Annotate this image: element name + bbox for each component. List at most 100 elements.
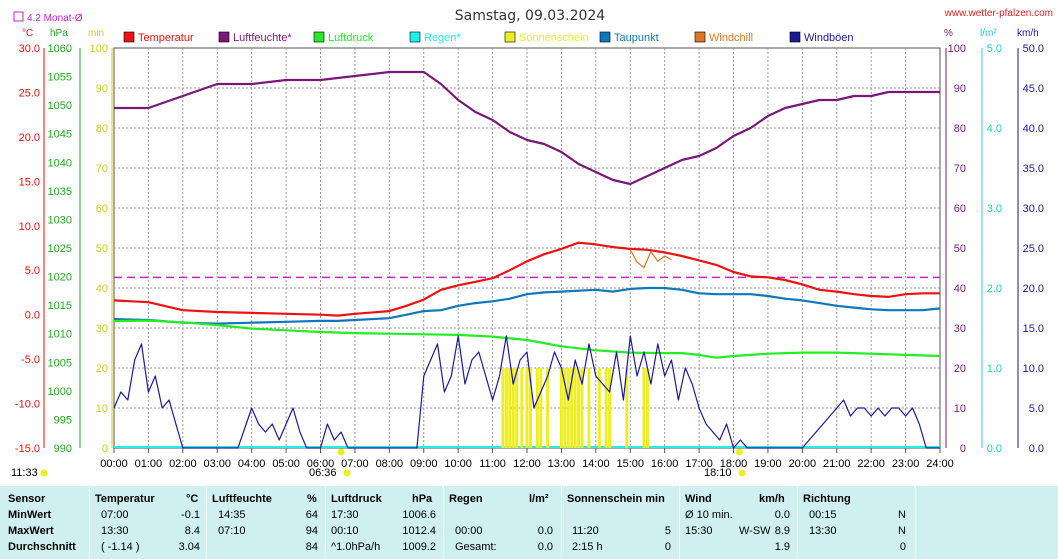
sunset-icon — [738, 469, 746, 477]
sunshine-bar — [645, 368, 649, 448]
tick-label-wind_kmh: 40.0 — [1023, 123, 1044, 135]
tick-label-sun_min: 40 — [96, 283, 108, 295]
hdr-regen: Regen — [449, 493, 483, 505]
tick-label-sun_min: 80 — [96, 123, 108, 135]
sunshine-bar — [511, 368, 515, 448]
x-tick-label: 18:00 — [720, 458, 748, 470]
cell-label: MaxWert — [8, 525, 54, 537]
x-tick-label: 08:00 — [376, 458, 404, 470]
series-temperatur — [113, 241, 940, 317]
tick-label-sun_min: 0 — [102, 443, 108, 455]
sunrise-icon — [343, 469, 351, 477]
weather-chart: Samstag, 09.03.2024 www.wetter-pfalzen.c… — [11, 8, 1053, 479]
website-link[interactable]: www.wetter-pfalzen.com — [944, 8, 1053, 19]
tick-label-rain_lm2: 5.0 — [987, 43, 1002, 55]
sunshine-bar — [508, 368, 512, 448]
cell-press-val: 1006.6 — [402, 509, 436, 521]
col-divider — [797, 486, 798, 559]
sunshine-bar — [501, 368, 505, 448]
sunshine-bar — [559, 368, 563, 448]
cell-press-time: ^1.0hPa/h — [331, 541, 381, 553]
tick-label-wind_kmh: 0.0 — [1029, 443, 1044, 455]
cell-hum-val: 64 — [305, 509, 318, 521]
series-layer — [113, 70, 941, 449]
x-tick-label: 07:00 — [341, 458, 369, 470]
tick-label-sun_min: 10 — [96, 403, 108, 415]
cell-dir-val: N — [898, 509, 906, 521]
tick-label-humidity_pct: 0 — [960, 443, 966, 455]
sunshine-bar — [515, 368, 519, 448]
x-tick-label: 22:00 — [857, 458, 885, 470]
monthly-avg-icon — [13, 11, 24, 22]
hdr-temp-unit: °C — [186, 493, 199, 505]
x-tick-label: 23:00 — [892, 458, 920, 470]
col-divider — [206, 486, 207, 559]
tick-label-pressure_hpa: 990 — [54, 443, 72, 455]
tick-label-pressure_hpa: 1035 — [48, 186, 72, 198]
col-divider — [89, 486, 90, 559]
tick-label-sun_min: 60 — [96, 203, 108, 215]
sun-events: 06:36 18:10 11:33 — [11, 448, 746, 479]
cell-temp-val: 3.04 — [178, 541, 200, 553]
legend-swatch — [218, 31, 230, 43]
tick-label-sun_min: 70 — [96, 163, 108, 175]
sunshine-bar — [597, 368, 601, 448]
moon-time: 11:33 — [11, 467, 38, 479]
sunshine-bar — [587, 368, 591, 448]
cell-wind-val: 0.0 — [774, 509, 790, 521]
tick-label-wind_kmh: 50.0 — [1023, 43, 1044, 55]
unit-celsius: °C — [22, 28, 33, 39]
col-divider — [561, 486, 562, 559]
tick-label-pressure_hpa: 1000 — [48, 386, 72, 398]
unit-min: min — [88, 28, 104, 39]
cell-press-time: 17:30 — [331, 509, 359, 521]
tick-label-pressure_hpa: 1060 — [48, 43, 72, 55]
tick-label-temp_c: -10.0 — [15, 399, 40, 411]
sunshine-bar — [642, 368, 646, 448]
cell-label: Durchschnitt — [8, 541, 76, 553]
tick-label-sun_min: 20 — [96, 363, 108, 375]
legend-label: Luftfeuchte* — [233, 32, 292, 44]
cell-temp-time: 07:00 — [101, 509, 129, 521]
tick-label-humidity_pct: 100 — [948, 43, 966, 55]
tick-label-temp_c: 30.0 — [19, 43, 40, 55]
sunset-time: 18:10 — [704, 467, 732, 479]
legend-swatch — [313, 31, 325, 43]
cell-rain-time: 00:00 — [455, 525, 483, 537]
tick-label-wind_kmh: 45.0 — [1023, 83, 1044, 95]
cell-temp-time: ( -1.14 ) — [101, 541, 140, 553]
tick-label-humidity_pct: 20 — [954, 363, 966, 375]
monthly-avg-label: 4.2 Monat-Ø — [27, 13, 83, 24]
unit-percent: % — [944, 28, 953, 39]
col-divider — [915, 486, 916, 559]
sunshine-bar — [608, 368, 612, 448]
col-divider — [443, 486, 444, 559]
legend-label: Windböen — [804, 32, 854, 44]
cell-wind-val: 8.9 — [774, 525, 790, 537]
legend-label: Sonnenschein — [519, 32, 589, 44]
cell-rain-val: 0.0 — [537, 541, 553, 553]
sunshine-bar — [539, 368, 543, 448]
cell-sun-val: 5 — [664, 525, 671, 537]
tick-label-rain_lm2: 0.0 — [987, 443, 1002, 455]
chart-title: Samstag, 09.03.2024 — [455, 8, 606, 24]
tick-label-wind_kmh: 10.0 — [1023, 363, 1044, 375]
tick-label-pressure_hpa: 1025 — [48, 243, 72, 255]
cell-wind-dir: W-SW — [739, 525, 771, 537]
tick-label-rain_lm2: 3.0 — [987, 203, 1002, 215]
unit-lm2: l/m² — [980, 28, 997, 39]
x-tick-label: 00:00 — [100, 458, 128, 470]
x-tick-label: 16:00 — [651, 458, 679, 470]
sunshine-bar — [580, 368, 584, 448]
legend-swatch — [599, 31, 611, 43]
series-taupunkt — [113, 286, 941, 325]
cell-hum-val: 84 — [305, 541, 318, 553]
cell-hum-val: 94 — [305, 525, 318, 537]
x-tick-label: 01:00 — [135, 458, 163, 470]
tick-label-humidity_pct: 50 — [954, 243, 966, 255]
tick-label-wind_kmh: 35.0 — [1023, 163, 1044, 175]
tick-label-pressure_hpa: 1030 — [48, 214, 72, 226]
tick-label-pressure_hpa: 1040 — [48, 157, 72, 169]
tick-label-humidity_pct: 40 — [954, 283, 966, 295]
cell-sun-time: 11:20 — [572, 525, 599, 537]
